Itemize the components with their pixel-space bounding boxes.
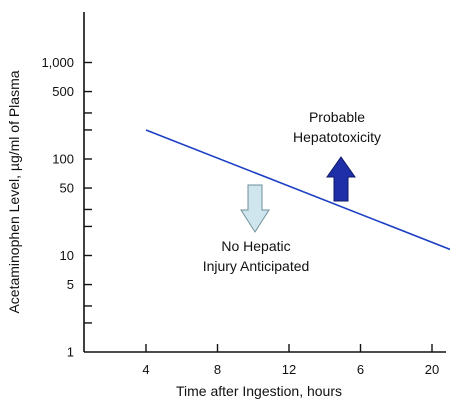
y-ticks: 1 5 10 50 100 500 1,000	[41, 55, 92, 360]
up-arrow-icon	[326, 156, 356, 202]
y-tick-label: 1	[67, 345, 74, 360]
y-tick-label: 50	[60, 181, 74, 196]
annotation-hepatotoxicity-label: Hepatotoxicity	[293, 129, 381, 145]
y-axis-label: Acetaminophen Level, µg/ml of Plasma	[6, 70, 22, 313]
y-tick-label: 10	[60, 248, 74, 263]
x-tick-label: 8	[214, 362, 221, 377]
x-tick-label: 12	[282, 362, 296, 377]
annotation-probable-label: Probable	[309, 109, 365, 125]
x-ticks: 481262024	[142, 344, 439, 377]
x-tick-label: 20	[425, 362, 439, 377]
series	[145, 129, 450, 251]
x-tick-label: 4	[142, 362, 149, 377]
y-tick-label: 1,000	[41, 55, 74, 70]
y-tick-label: 5	[67, 277, 74, 292]
x-axis-label: Time after Ingestion, hours	[176, 383, 342, 399]
y-tick-label: 500	[52, 84, 74, 99]
down-arrow-icon	[240, 184, 270, 233]
y-tick-label: 100	[52, 152, 74, 167]
annotation-injury-anticipated-label: Injury Anticipated	[203, 258, 310, 274]
annotation-no-hepatic-label: No Hepatic	[221, 238, 290, 254]
x-tick-label: 6	[357, 362, 364, 377]
axes	[83, 12, 446, 353]
treatment-line	[145, 129, 450, 251]
